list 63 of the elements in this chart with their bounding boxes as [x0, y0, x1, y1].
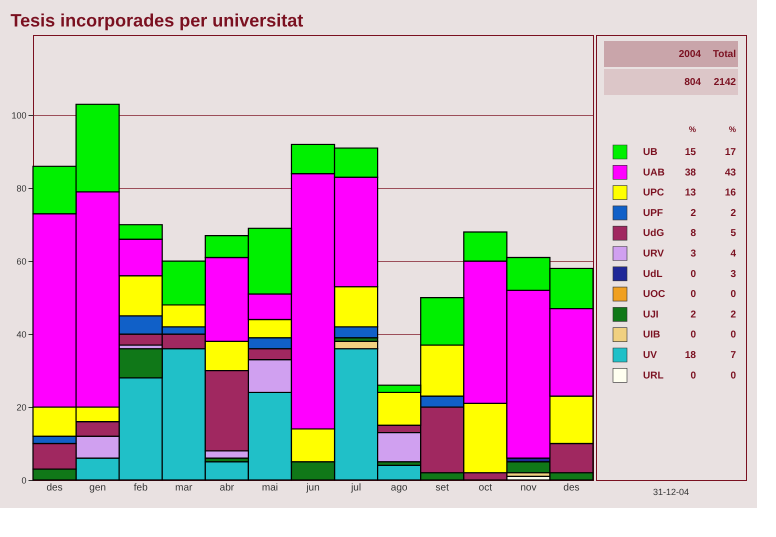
text: % [728, 125, 736, 134]
y-tick-label: 60 [16, 256, 26, 267]
text: 0 [690, 289, 696, 300]
legend-label: UPC [643, 188, 664, 199]
text: 2 [690, 208, 696, 219]
text: 0 [690, 268, 696, 280]
x-tick-label: gen [89, 482, 106, 494]
text: 3 [690, 248, 696, 260]
x-tick-label: nov [520, 482, 536, 494]
x-tick-label: feb [134, 482, 148, 494]
legend-label: UB [643, 147, 658, 158]
x-tick-label: jun [305, 482, 320, 494]
y-tick-label: 0 [21, 476, 26, 486]
text: 7 [730, 350, 736, 361]
y-tick-label: 80 [16, 184, 26, 194]
text: 16 [724, 188, 736, 199]
text: 4 [730, 248, 736, 260]
text: % [688, 125, 696, 134]
y-tick-label: 40 [16, 330, 26, 340]
legend-label: UJI [643, 309, 659, 320]
text: 0 [690, 330, 696, 341]
text: 3 [730, 268, 736, 280]
text: 0 [730, 289, 736, 300]
text: 2004 [678, 49, 702, 60]
text: 18 [684, 350, 696, 361]
text: 8 [690, 228, 696, 240]
x-tick-label: set [436, 482, 450, 494]
text: 13 [684, 188, 696, 199]
text: 0 [690, 370, 696, 382]
x-tick-label: des [563, 482, 580, 494]
text: 15 [684, 147, 696, 158]
text: 0 [730, 330, 736, 341]
x-tick-label: ago [390, 482, 408, 494]
x-tick-label: des [46, 482, 63, 494]
text: 17 [724, 147, 736, 158]
text: 2 [730, 309, 736, 320]
text: 38 [684, 167, 696, 178]
x-tick-label: mai [262, 482, 278, 494]
legend-label: UPF [643, 208, 663, 219]
x-tick-label: mar [175, 482, 194, 494]
legend-label: UOC [643, 289, 666, 300]
y-tick-label: 20 [16, 402, 26, 413]
text: 2142 [714, 77, 736, 88]
chart-title: Tesis incorporades per universitat [10, 10, 304, 30]
legend-label: UAB [643, 167, 665, 178]
legend-label: UdL [643, 268, 662, 280]
text: 0 [730, 370, 736, 382]
text: 804 [684, 77, 702, 88]
text: 31-12-04 [652, 487, 690, 497]
x-tick-label: oct [478, 482, 492, 494]
legend-label: URL [643, 370, 664, 382]
legend-label: URV [643, 248, 664, 260]
legend-label: UdG [643, 228, 664, 240]
text: 5 [730, 228, 736, 240]
text: 43 [724, 167, 736, 178]
text: 2 [690, 309, 696, 320]
text: 2 [730, 208, 736, 219]
x-tick-label: jul [350, 482, 362, 494]
text: Total [712, 49, 736, 60]
x-tick-label: abr [220, 482, 235, 494]
legend-label: UIB [643, 330, 660, 341]
legend-label: UV [643, 350, 658, 361]
y-tick-label: 100 [11, 110, 26, 121]
